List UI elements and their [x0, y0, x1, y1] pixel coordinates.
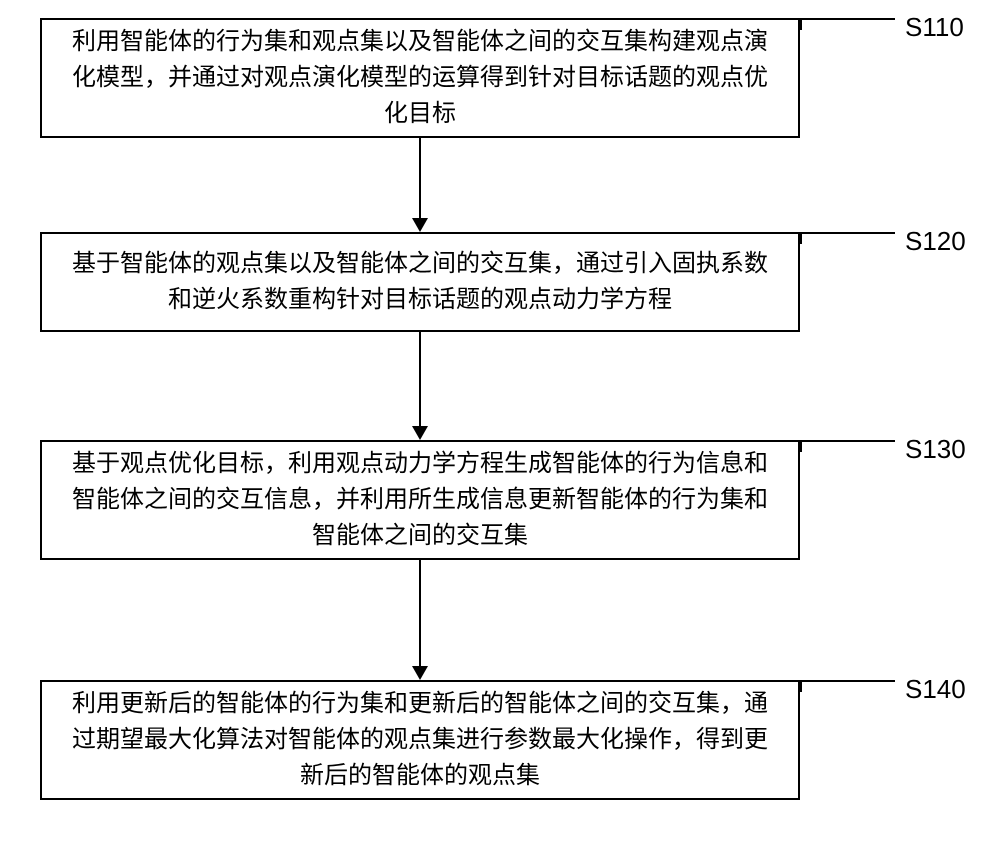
arrow-line-2: [419, 332, 421, 426]
flow-step-s140: 利用更新后的智能体的行为集和更新后的智能体之间的交互集，通过期望最大化算法对智能…: [40, 680, 800, 800]
label-connector-s110: [800, 18, 895, 30]
step-label-s120: S120: [905, 226, 966, 257]
arrow-head-1: [412, 218, 428, 232]
arrow-head-3: [412, 666, 428, 680]
step-label-s130: S130: [905, 434, 966, 465]
flow-step-s130-text: 基于观点优化目标，利用观点动力学方程生成智能体的行为信息和智能体之间的交互信息，…: [62, 446, 778, 554]
flow-step-s120: 基于智能体的观点集以及智能体之间的交互集，通过引入固执系数和逆火系数重构针对目标…: [40, 232, 800, 332]
flow-step-s130: 基于观点优化目标，利用观点动力学方程生成智能体的行为信息和智能体之间的交互信息，…: [40, 440, 800, 560]
flow-step-s120-text: 基于智能体的观点集以及智能体之间的交互集，通过引入固执系数和逆火系数重构针对目标…: [62, 246, 778, 318]
label-connector-s130: [800, 440, 895, 452]
flow-step-s140-text: 利用更新后的智能体的行为集和更新后的智能体之间的交互集，通过期望最大化算法对智能…: [62, 686, 778, 794]
label-connector-s140: [800, 680, 895, 692]
flow-step-s110-text: 利用智能体的行为集和观点集以及智能体之间的交互集构建观点演化模型，并通过对观点演…: [62, 24, 778, 132]
arrow-head-2: [412, 426, 428, 440]
step-label-s110: S110: [905, 12, 964, 43]
step-label-s140: S140: [905, 674, 966, 705]
arrow-line-3: [419, 560, 421, 666]
flow-step-s110: 利用智能体的行为集和观点集以及智能体之间的交互集构建观点演化模型，并通过对观点演…: [40, 18, 800, 138]
label-connector-s120: [800, 232, 895, 244]
arrow-line-1: [419, 138, 421, 218]
flowchart-container: 利用智能体的行为集和观点集以及智能体之间的交互集构建观点演化模型，并通过对观点演…: [0, 0, 1000, 863]
